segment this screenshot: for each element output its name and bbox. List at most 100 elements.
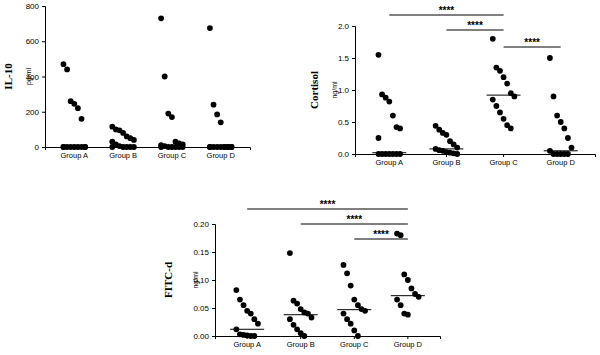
y-tick-label: 0.00 — [193, 332, 209, 341]
data-point — [416, 294, 422, 300]
data-point — [233, 287, 239, 293]
data-point — [497, 68, 503, 74]
y-tick: 0.0 — [338, 150, 355, 159]
data-point — [211, 102, 217, 108]
median-line — [544, 150, 578, 151]
data-point — [61, 144, 67, 150]
data-point — [565, 151, 571, 157]
data-point — [248, 311, 254, 317]
median-line — [230, 329, 264, 330]
y-tick-label: 2.0 — [338, 22, 350, 31]
y-tick: 0.00 — [193, 332, 215, 341]
data-point — [251, 316, 257, 322]
significance-label: **** — [346, 214, 362, 225]
y-axis-line — [212, 225, 216, 337]
data-point — [376, 135, 382, 141]
y-tick-mark — [352, 26, 355, 27]
y-tick-label: 600 — [26, 37, 40, 46]
y-tick-mark — [42, 6, 45, 7]
data-point — [405, 277, 411, 283]
y-tick: 0 — [35, 143, 45, 152]
data-point — [409, 286, 415, 292]
data-point — [207, 144, 213, 150]
data-point — [82, 144, 88, 150]
y-tick-mark — [212, 252, 215, 253]
x-tick-label: Group A — [376, 158, 404, 167]
data-point — [218, 119, 224, 125]
y-axis-title: IL-10 — [2, 63, 14, 90]
data-point — [497, 110, 503, 116]
data-point — [390, 113, 396, 119]
y-tick-mark — [352, 154, 355, 155]
data-point — [229, 144, 235, 150]
data-point — [444, 132, 450, 138]
x-tick: Group C — [489, 154, 518, 167]
y-axis: 0.00.51.01.52.0 — [338, 22, 356, 159]
y-tick: 600 — [26, 37, 45, 46]
x-tick-mark — [300, 336, 301, 339]
data-point — [397, 151, 403, 157]
data-point — [558, 119, 564, 125]
y-tick-mark — [212, 308, 215, 309]
y-axis-units: ng/ml — [331, 81, 339, 99]
median-line — [337, 309, 371, 310]
data-point — [229, 144, 235, 150]
data-point — [376, 151, 382, 157]
data-point — [301, 333, 307, 339]
x-tick-label: Group A — [61, 151, 89, 160]
median-line — [372, 152, 406, 153]
data-point — [75, 105, 81, 111]
data-point — [341, 262, 347, 268]
y-tick: 200 — [26, 108, 45, 117]
median-line — [487, 95, 521, 96]
data-point — [61, 61, 67, 67]
data-point — [169, 114, 175, 120]
data-point — [351, 328, 357, 334]
data-point — [504, 81, 510, 87]
data-point — [398, 302, 404, 308]
data-point — [348, 283, 354, 289]
data-point — [158, 144, 164, 150]
y-tick: 0.20 — [193, 220, 215, 229]
significance-label: **** — [524, 37, 540, 48]
x-tick-label: Group C — [158, 151, 187, 160]
data-point — [501, 74, 507, 80]
data-point — [547, 55, 553, 61]
x-tick: Group D — [394, 336, 423, 349]
data-point — [255, 321, 261, 327]
y-axis-units: pg/ml — [25, 68, 33, 86]
data-point — [493, 103, 499, 109]
data-point — [362, 308, 368, 314]
data-point — [554, 113, 560, 119]
data-point — [241, 302, 247, 308]
data-point — [355, 333, 361, 339]
y-tick-mark — [352, 122, 355, 123]
data-point — [401, 272, 407, 278]
x-tick: Group C — [340, 336, 369, 349]
y-tick-mark — [212, 224, 215, 225]
data-point — [569, 145, 575, 151]
data-point — [64, 67, 70, 73]
y-axis-units: ng/ml — [192, 271, 200, 289]
data-point — [131, 144, 137, 150]
significance-label: **** — [373, 229, 389, 240]
panel: 0.000.050.100.150.20Group AGroup BGroup … — [162, 199, 441, 350]
y-tick-mark — [42, 147, 45, 148]
data-point — [341, 311, 347, 317]
y-tick-label: 0.05 — [193, 304, 209, 313]
data-point — [376, 52, 382, 58]
y-tick: 1.0 — [338, 86, 355, 95]
y-tick-mark — [42, 41, 45, 42]
data-point — [251, 333, 257, 339]
data-point — [490, 97, 496, 103]
plot-marks — [372, 36, 577, 157]
x-tick-label: Group B — [109, 151, 137, 160]
data-point — [287, 316, 293, 322]
y-tick-label: 0.15 — [193, 248, 209, 257]
x-tick-mark — [503, 154, 504, 157]
data-point — [158, 15, 164, 21]
data-point — [565, 135, 571, 141]
y-tick: 0.05 — [193, 304, 215, 313]
median-line — [391, 295, 425, 296]
data-point — [344, 270, 350, 276]
